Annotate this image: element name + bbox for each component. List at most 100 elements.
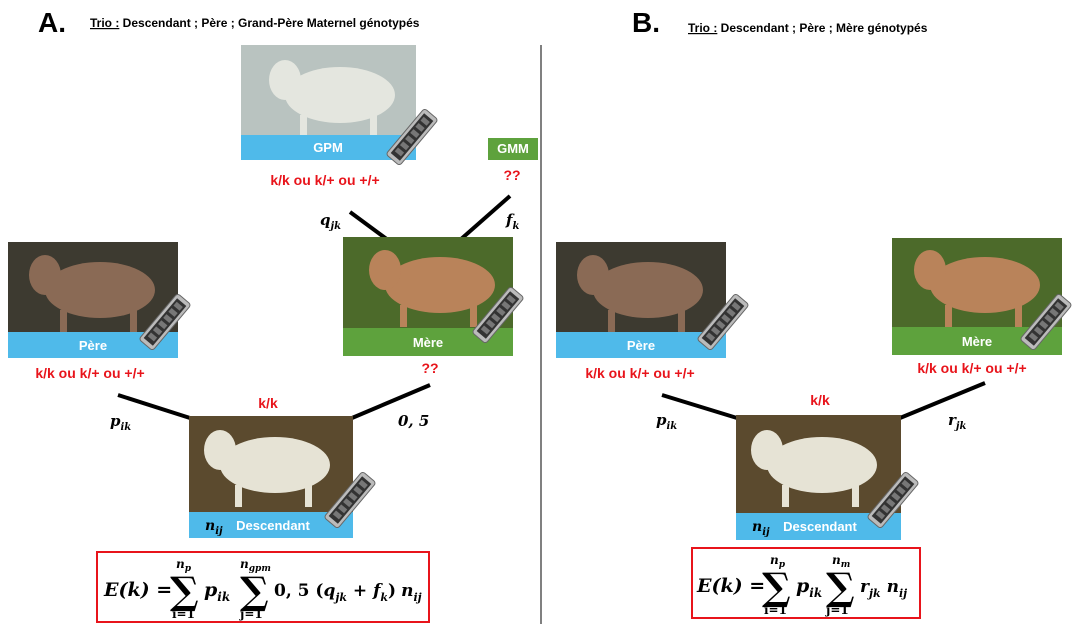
formula-lhs: E(k) = [696,575,765,597]
sub: ij [899,587,907,600]
formula: E(k) = ∑ np i=1 pik ∑ nm j=1 rjk nij [696,553,907,617]
sym: n [770,553,779,567]
formula-lhs: E(k) = [103,579,172,601]
sub: ij [413,591,421,604]
sym: n [205,518,215,534]
sym: n [752,519,762,535]
sym: q [320,211,331,229]
node-label: Descendant [783,519,857,534]
sub: ik [121,422,132,433]
sum-lower: i=1 [764,603,787,617]
panel-letter: B. [632,7,660,38]
node-label: Père [627,338,655,353]
genotype: k/k ou k/+ ou +/+ [917,360,1026,376]
trio-text: Descendant ; Père ; Grand-Père Maternel … [119,16,419,30]
sub: jk [867,587,881,600]
sub: ik [667,421,678,432]
node-label: Père [79,338,107,353]
sub: ik [809,586,822,600]
sum-lower: j=1 [239,607,263,621]
edge-label: fk [505,211,519,232]
sym: f [505,211,515,229]
node-label: GPM [313,140,343,155]
sum-symbol: ∑ [762,564,791,609]
term: pik [204,579,230,604]
genotype: k/k ou k/+ ou +/+ [35,365,144,381]
node-label: GMM [497,141,529,156]
label-bar [488,138,538,160]
sym: p [110,412,121,430]
sym: q [323,581,335,601]
photo-pere [556,242,726,332]
sum-upper: ngpm [240,557,271,574]
sym: n [887,577,899,597]
sub: ik [217,590,230,604]
sum-upper: np [176,557,192,574]
node-label: Descendant [236,518,310,533]
edge [348,210,390,242]
trio-caption: Trio : Descendant ; Père ; Grand-Père Ma… [90,16,420,30]
edge-label: rjk [948,411,967,432]
close: ) [388,581,396,601]
edge-label: pik [110,412,131,433]
genotype: k/k ou k/+ ou +/+ [585,365,694,381]
edge-label: pik [656,411,677,432]
sym: n [401,581,413,601]
edge-label: qjk [320,211,341,232]
sum-upper: np [770,553,786,570]
photo-descendant [736,415,901,513]
photo-mere [343,237,513,328]
node-label: Mère [413,335,443,350]
trio-label: Trio : [90,16,119,30]
node-label: Mère [962,334,992,349]
coef: 0, 5 ( [274,581,323,601]
formula-rest: 0, 5 (qjk + fk) nij [274,581,422,604]
node-weight: nij [205,518,223,537]
edge [899,381,986,420]
sum-symbol: ∑ [170,568,199,613]
sub: jk [954,421,967,432]
trio-text: Descendant ; Père ; Mère génotypés [717,21,927,35]
label-bar [556,332,726,358]
genotype: k/k ou k/+ ou +/+ [270,172,379,188]
term: pik [796,575,822,600]
sub: k [512,221,519,232]
sub: jk [333,591,347,604]
photo-pere [8,242,178,332]
sym: p [796,575,810,597]
plus: + [347,581,373,601]
label-bar [241,135,416,160]
genotype: k/k [810,392,830,408]
sym: f [372,581,383,601]
sub: jk [329,221,342,232]
sym: r [860,577,870,597]
sym: p [204,579,218,601]
photo-gpm [241,45,416,137]
formula-rest: rjk nij [860,577,907,600]
photo-mere [892,238,1062,327]
sym: n [832,553,841,567]
sub: p [185,564,192,574]
node-weight: nij [752,519,770,538]
sub: ij [215,526,223,537]
sym: n [240,557,249,571]
sum-lower: i=1 [172,607,195,621]
formula-box [96,551,430,623]
sum-upper: nm [832,553,850,570]
formula-box [691,547,921,619]
edge [458,194,512,242]
sub: k [380,591,388,604]
edge [351,383,431,420]
sub: m [841,560,851,570]
sym: r [948,411,957,429]
genotype: k/k [258,395,278,411]
sum-symbol: ∑ [240,568,269,613]
edge [661,393,738,420]
sum-symbol: ∑ [826,564,855,609]
genotype: ?? [421,360,438,376]
edge [117,393,191,420]
genotype: ?? [503,167,520,183]
panel-letter: A. [38,7,66,38]
sym: n [176,557,185,571]
